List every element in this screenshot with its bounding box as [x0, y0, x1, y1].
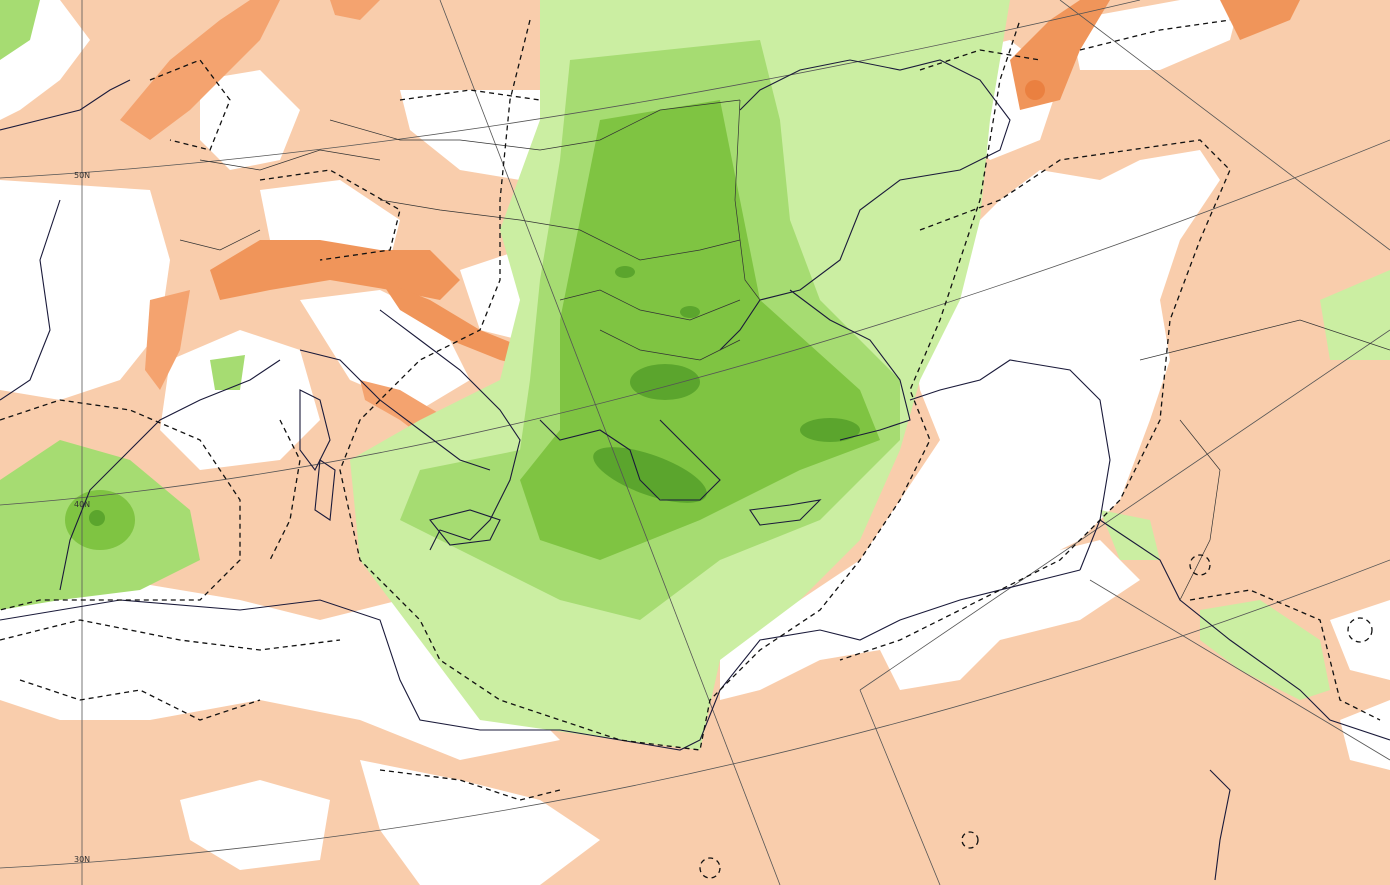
latitude-label: 50N — [74, 171, 90, 180]
latitude-label: 40N — [74, 500, 90, 509]
coastlines — [0, 59, 1390, 881]
borders — [179, 99, 1390, 601]
graticule-labels: 50N 40N 30N — [74, 171, 90, 864]
positive-anomaly — [0, 0, 1390, 750]
latitude-label: 30N — [74, 855, 90, 864]
contours — [0, 19, 1381, 879]
